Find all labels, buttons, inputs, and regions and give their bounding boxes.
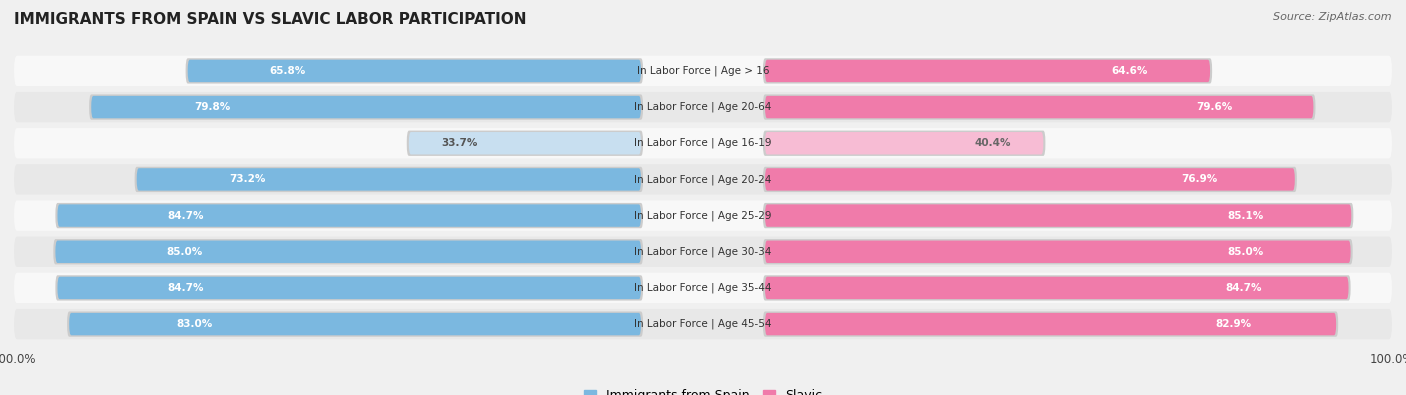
Text: 40.4%: 40.4% (974, 138, 1011, 148)
FancyBboxPatch shape (765, 168, 1295, 191)
Text: 82.9%: 82.9% (1215, 319, 1251, 329)
FancyBboxPatch shape (763, 203, 1354, 228)
Text: 65.8%: 65.8% (270, 66, 305, 76)
FancyBboxPatch shape (763, 131, 1046, 156)
Text: In Labor Force | Age 16-19: In Labor Force | Age 16-19 (634, 138, 772, 149)
FancyBboxPatch shape (763, 94, 1316, 120)
FancyBboxPatch shape (55, 203, 643, 228)
Text: IMMIGRANTS FROM SPAIN VS SLAVIC LABOR PARTICIPATION: IMMIGRANTS FROM SPAIN VS SLAVIC LABOR PA… (14, 12, 527, 27)
FancyBboxPatch shape (187, 60, 641, 82)
Text: In Labor Force | Age > 16: In Labor Force | Age > 16 (637, 66, 769, 76)
FancyBboxPatch shape (14, 200, 1392, 231)
Text: 84.7%: 84.7% (167, 283, 204, 293)
FancyBboxPatch shape (58, 204, 641, 227)
FancyBboxPatch shape (406, 131, 643, 156)
Text: 85.0%: 85.0% (166, 247, 202, 257)
Text: 76.9%: 76.9% (1181, 175, 1218, 184)
FancyBboxPatch shape (14, 128, 1392, 158)
FancyBboxPatch shape (69, 313, 641, 335)
FancyBboxPatch shape (67, 311, 643, 337)
Text: 84.7%: 84.7% (167, 211, 204, 220)
FancyBboxPatch shape (765, 60, 1211, 82)
FancyBboxPatch shape (765, 313, 1336, 335)
FancyBboxPatch shape (14, 237, 1392, 267)
FancyBboxPatch shape (14, 309, 1392, 339)
FancyBboxPatch shape (409, 132, 641, 154)
FancyBboxPatch shape (765, 204, 1351, 227)
Text: 83.0%: 83.0% (177, 319, 214, 329)
Text: 64.6%: 64.6% (1112, 66, 1149, 76)
Text: 73.2%: 73.2% (229, 175, 266, 184)
FancyBboxPatch shape (14, 164, 1392, 195)
FancyBboxPatch shape (55, 275, 643, 301)
FancyBboxPatch shape (765, 241, 1351, 263)
Text: In Labor Force | Age 30-34: In Labor Force | Age 30-34 (634, 246, 772, 257)
FancyBboxPatch shape (763, 58, 1212, 84)
Text: 79.8%: 79.8% (194, 102, 231, 112)
FancyBboxPatch shape (135, 167, 643, 192)
FancyBboxPatch shape (91, 96, 641, 118)
FancyBboxPatch shape (765, 132, 1043, 154)
FancyBboxPatch shape (14, 273, 1392, 303)
FancyBboxPatch shape (55, 241, 641, 263)
Text: 33.7%: 33.7% (441, 138, 478, 148)
Text: In Labor Force | Age 20-24: In Labor Force | Age 20-24 (634, 174, 772, 185)
Text: In Labor Force | Age 25-29: In Labor Force | Age 25-29 (634, 210, 772, 221)
FancyBboxPatch shape (136, 168, 641, 191)
FancyBboxPatch shape (53, 239, 643, 264)
Text: In Labor Force | Age 45-54: In Labor Force | Age 45-54 (634, 319, 772, 329)
FancyBboxPatch shape (765, 277, 1348, 299)
FancyBboxPatch shape (763, 167, 1296, 192)
FancyBboxPatch shape (763, 311, 1339, 337)
FancyBboxPatch shape (58, 277, 641, 299)
Legend: Immigrants from Spain, Slavic: Immigrants from Spain, Slavic (579, 384, 827, 395)
FancyBboxPatch shape (763, 239, 1353, 264)
FancyBboxPatch shape (89, 94, 643, 120)
FancyBboxPatch shape (14, 92, 1392, 122)
FancyBboxPatch shape (14, 56, 1392, 86)
Text: 85.0%: 85.0% (1227, 247, 1264, 257)
Text: 79.6%: 79.6% (1197, 102, 1233, 112)
Text: In Labor Force | Age 20-64: In Labor Force | Age 20-64 (634, 102, 772, 112)
FancyBboxPatch shape (186, 58, 643, 84)
Text: 85.1%: 85.1% (1227, 211, 1264, 220)
Text: In Labor Force | Age 35-44: In Labor Force | Age 35-44 (634, 283, 772, 293)
FancyBboxPatch shape (763, 275, 1351, 301)
Text: 84.7%: 84.7% (1225, 283, 1261, 293)
FancyBboxPatch shape (765, 96, 1313, 118)
Text: Source: ZipAtlas.com: Source: ZipAtlas.com (1274, 12, 1392, 22)
